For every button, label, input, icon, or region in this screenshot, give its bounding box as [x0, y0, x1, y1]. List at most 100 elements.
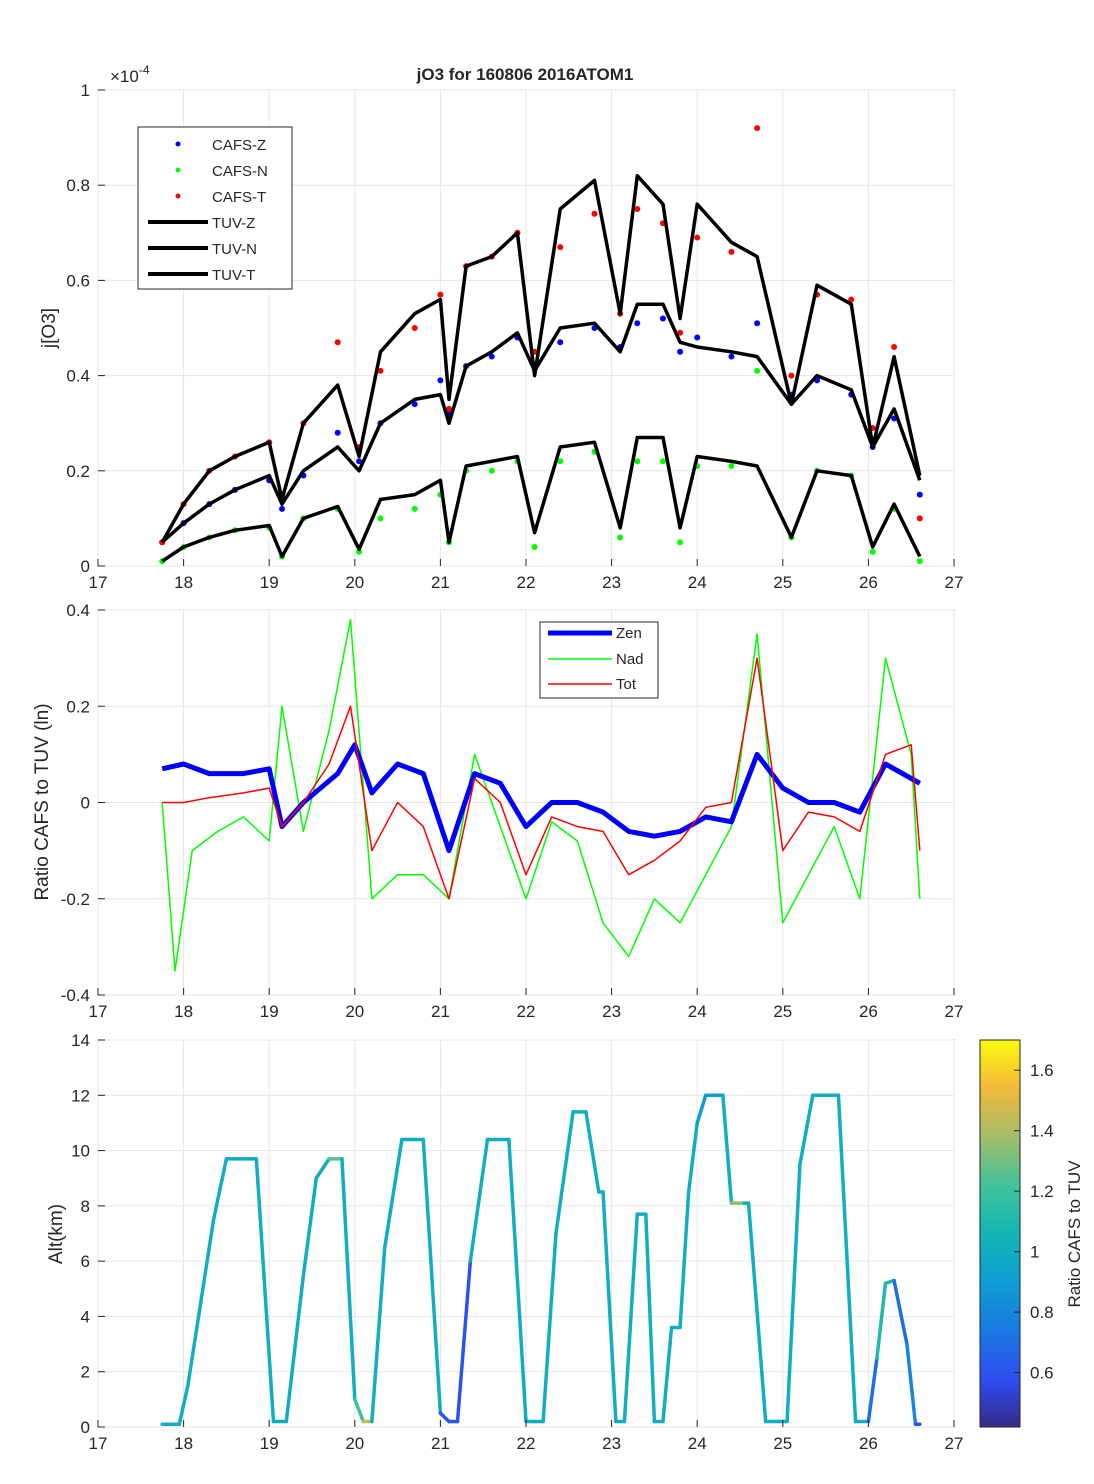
alt-segment [686, 1121, 699, 1194]
data-point-cafs-n [754, 367, 761, 374]
panel-1-title: jO3 for 160806 2016ATOM1 [416, 65, 634, 84]
alt-segment [866, 1356, 879, 1424]
data-point-cafs-n [531, 543, 538, 550]
alt-segment [554, 1110, 575, 1236]
panel-2-legend: Zen Nad Tot [539, 621, 659, 699]
y-tick-label: 8 [81, 1197, 90, 1216]
data-point-cafs-z [659, 315, 666, 322]
x-tick-label: 27 [945, 1002, 964, 1021]
x-tick-label: 20 [345, 573, 364, 592]
data-point-cafs-z [634, 320, 641, 327]
data-point-cafs-n [916, 558, 923, 565]
x-tick-label: 24 [688, 1002, 707, 1021]
data-point-cafs-z [279, 505, 286, 512]
legend-label-nad: Nad [616, 651, 644, 668]
y-tick-label: 14 [71, 1031, 90, 1050]
data-point-cafs-n [677, 539, 684, 546]
data-point-cafs-t [916, 515, 923, 522]
alt-segment [211, 1157, 229, 1222]
x-tick-label: 24 [688, 573, 707, 592]
colorbar-label: Ratio CAFS to TUV [1065, 1160, 1084, 1308]
x-tick-label: 18 [174, 1434, 193, 1453]
data-point-cafs-t [891, 344, 898, 351]
x-tick-label: 21 [431, 573, 450, 592]
colorbar-tick-label: 1.6 [1030, 1061, 1054, 1080]
y-tick-label: 0.4 [66, 367, 90, 386]
x-tick-label: 18 [174, 573, 193, 592]
alt-segment [186, 1300, 203, 1388]
legend-label-cafs-t: CAFS-T [212, 189, 266, 206]
data-point-cafs-t [677, 329, 684, 336]
alt-segment [421, 1137, 443, 1415]
data-point-cafs-t [788, 372, 795, 379]
data-point-cafs-n [557, 458, 564, 465]
data-point-cafs-t [754, 125, 761, 132]
alt-segment [177, 1383, 190, 1426]
panel-2-xticks: 17 18 19 20 21 22 23 24 25 26 27 [89, 988, 964, 1021]
x-tick-label: 19 [260, 1434, 279, 1453]
panel-1: 17 18 19 20 21 22 23 24 25 26 27 0 0.2 0.4 0.6 0.8 1 jO… [39, 63, 963, 592]
y-tick-label: 12 [71, 1086, 90, 1105]
alt-segment [383, 1137, 404, 1250]
alt-segment [678, 1190, 691, 1330]
legend-box [137, 126, 293, 290]
x-tick-label: 25 [773, 1434, 792, 1453]
y-tick-label: 0 [81, 557, 90, 576]
data-point-cafs-n [617, 534, 624, 541]
legend-label-cafs-n: CAFS-N [212, 163, 268, 180]
x-tick-label: 23 [602, 1434, 621, 1453]
colorbar-tick-label: 0.8 [1030, 1303, 1054, 1322]
panel-1-series [159, 125, 923, 565]
alt-segment [507, 1137, 528, 1424]
alt-segment [905, 1342, 918, 1426]
panel-2-yticks: -0.4 -0.2 0 0.2 0.4 [61, 601, 105, 1005]
legend-marker-cafs-n [175, 167, 181, 173]
data-point-cafs-t [411, 325, 418, 331]
alt-segment [455, 1259, 473, 1424]
y-tick-label: 4 [81, 1307, 90, 1326]
alt-segment [746, 1201, 768, 1424]
data-point-cafs-n [728, 463, 735, 470]
colorbar-ticks: 0.6 0.8 1 1.2 1.4 1.6 [1014, 1061, 1054, 1383]
y-tick-label: 2 [81, 1363, 90, 1382]
alt-segment [644, 1212, 657, 1424]
series-line-tot [162, 657, 921, 900]
legend-label-tuv-t: TUV-T [212, 267, 255, 284]
y-tick-label: 1 [81, 81, 90, 100]
alt-segment [198, 1217, 216, 1305]
x-tick-label: 19 [260, 573, 279, 592]
legend-label-tot: Tot [616, 676, 637, 693]
series-line-tuv-z [161, 302, 922, 544]
data-point-cafs-t [334, 339, 341, 346]
data-point-cafs-z [916, 491, 923, 498]
colorbar-tick-label: 0.6 [1030, 1364, 1054, 1383]
series-alt [160, 1093, 922, 1426]
alt-segment [541, 1231, 558, 1424]
panel-3-xticks: 17 18 19 20 21 22 23 24 25 26 27 [89, 1420, 963, 1453]
x-tick-label: 26 [859, 573, 878, 592]
y-tick-label: 0.4 [66, 601, 90, 620]
y-tick-label: 6 [81, 1252, 90, 1271]
x-tick-label: 21 [431, 1434, 450, 1453]
colorbar [979, 1039, 1021, 1428]
data-point-cafs-z [437, 377, 444, 384]
x-tick-label: 21 [431, 1002, 450, 1021]
alt-segment [340, 1157, 357, 1402]
data-point-cafs-n [634, 458, 641, 465]
data-point-cafs-t [694, 234, 701, 241]
series-line-tuv-n [161, 435, 922, 563]
alt-segment [875, 1281, 888, 1360]
legend-label-cafs-z: CAFS-Z [212, 137, 266, 154]
panel-1-exponent-label: ×10-4 [110, 63, 150, 86]
panel-1-xticks: 17 18 19 20 21 22 23 24 25 26 27 [89, 559, 964, 592]
x-tick-label: 27 [945, 573, 964, 592]
panel-3-series [160, 1093, 922, 1426]
panel-1-legend: CAFS-Z CAFS-N CAFS-T TUV-Z TUV-N TUV-T [137, 126, 293, 290]
x-tick-label: 22 [517, 1002, 536, 1021]
alt-segment [622, 1212, 640, 1424]
data-point-cafs-z [356, 458, 363, 465]
data-point-cafs-n [869, 548, 876, 555]
data-point-cafs-z [754, 320, 761, 327]
data-point-cafs-t [445, 405, 452, 412]
